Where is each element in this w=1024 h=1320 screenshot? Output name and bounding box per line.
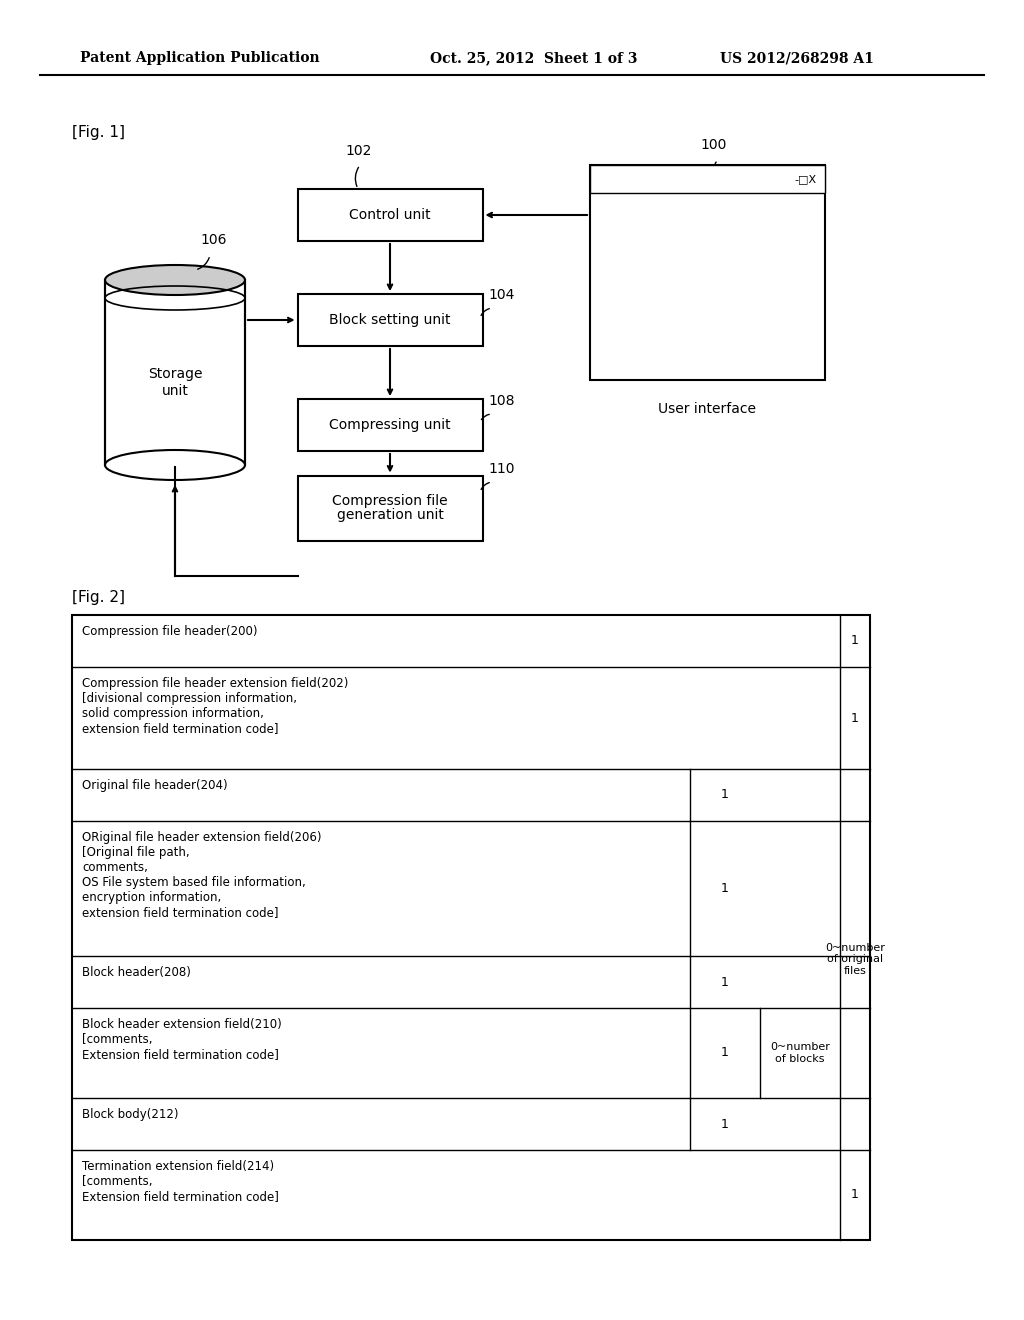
Text: 1: 1 xyxy=(721,882,729,895)
Text: 108: 108 xyxy=(488,393,514,408)
Text: User interface: User interface xyxy=(658,403,757,416)
Bar xyxy=(590,165,825,193)
Text: 1: 1 xyxy=(721,788,729,801)
Text: 0~number
of original
files: 0~number of original files xyxy=(825,942,885,975)
Text: US 2012/268298 A1: US 2012/268298 A1 xyxy=(720,51,873,65)
Text: Compression file header extension field(202): Compression file header extension field(… xyxy=(82,677,348,690)
Text: 1: 1 xyxy=(721,1047,729,1060)
Text: comments,: comments, xyxy=(82,861,147,874)
Text: extension field termination code]: extension field termination code] xyxy=(82,906,279,919)
Text: [Fig. 1]: [Fig. 1] xyxy=(72,125,125,140)
Text: Block header extension field(210): Block header extension field(210) xyxy=(82,1018,282,1031)
Bar xyxy=(105,280,245,465)
Text: 1: 1 xyxy=(851,635,859,648)
Text: extension field termination code]: extension field termination code] xyxy=(82,722,279,735)
Text: 1: 1 xyxy=(721,975,729,989)
Text: Compression file header(200): Compression file header(200) xyxy=(82,624,257,638)
Text: Extension field termination code]: Extension field termination code] xyxy=(82,1048,279,1061)
Text: Oct. 25, 2012  Sheet 1 of 3: Oct. 25, 2012 Sheet 1 of 3 xyxy=(430,51,638,65)
Text: 106: 106 xyxy=(200,234,226,247)
Bar xyxy=(298,294,482,346)
Text: -□X: -□X xyxy=(795,174,817,183)
Text: [divisional compression information,: [divisional compression information, xyxy=(82,692,297,705)
Text: Patent Application Publication: Patent Application Publication xyxy=(80,51,319,65)
Text: Compression file: Compression file xyxy=(332,494,447,508)
Text: 1: 1 xyxy=(851,711,859,725)
Text: 0~number
of blocks: 0~number of blocks xyxy=(770,1043,829,1064)
Text: [comments,: [comments, xyxy=(82,1175,153,1188)
Text: encryption information,: encryption information, xyxy=(82,891,221,904)
Text: Termination extension field(214): Termination extension field(214) xyxy=(82,1160,274,1173)
Text: solid compression information,: solid compression information, xyxy=(82,708,264,719)
Ellipse shape xyxy=(105,450,245,480)
Text: generation unit: generation unit xyxy=(337,508,443,521)
Text: 1: 1 xyxy=(721,1118,729,1130)
Text: Compressing unit: Compressing unit xyxy=(329,418,451,432)
Text: 102: 102 xyxy=(345,144,372,158)
Text: OS File system based file information,: OS File system based file information, xyxy=(82,876,306,888)
Text: Storage
unit: Storage unit xyxy=(147,367,203,397)
Text: 110: 110 xyxy=(488,462,514,477)
Text: 1: 1 xyxy=(851,1188,859,1201)
Bar xyxy=(72,615,870,1239)
Text: [comments,: [comments, xyxy=(82,1034,153,1045)
Text: 100: 100 xyxy=(700,139,726,152)
Bar xyxy=(298,399,482,451)
Ellipse shape xyxy=(105,265,245,294)
Bar xyxy=(298,475,482,540)
Text: Control unit: Control unit xyxy=(349,209,431,222)
Text: [Fig. 2]: [Fig. 2] xyxy=(72,590,125,605)
Text: Extension field termination code]: Extension field termination code] xyxy=(82,1191,279,1203)
Text: Original file header(204): Original file header(204) xyxy=(82,779,227,792)
Text: Block header(208): Block header(208) xyxy=(82,966,190,979)
Text: ORiginal file header extension field(206): ORiginal file header extension field(206… xyxy=(82,832,322,843)
Text: 104: 104 xyxy=(488,288,514,302)
Text: [Original file path,: [Original file path, xyxy=(82,846,189,859)
Bar xyxy=(590,165,825,380)
Text: Block setting unit: Block setting unit xyxy=(330,313,451,327)
Text: Block body(212): Block body(212) xyxy=(82,1107,178,1121)
Bar xyxy=(298,189,482,242)
